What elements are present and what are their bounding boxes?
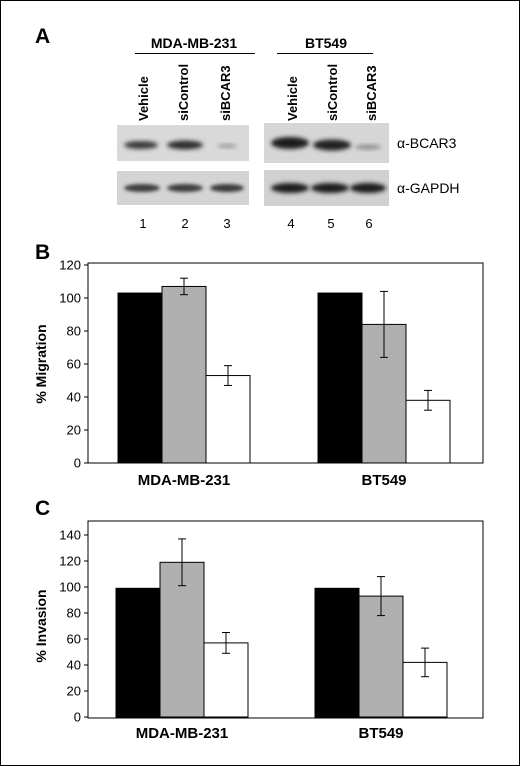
error-bar-0-1-1 bbox=[380, 290, 388, 358]
group-underline-mda bbox=[135, 53, 255, 54]
panel-c-letter: C bbox=[35, 497, 51, 520]
y-tick-label-1-1: 20 bbox=[67, 684, 81, 699]
y-tick-label-0-5: 100 bbox=[59, 291, 81, 306]
bar-1-1-1 bbox=[358, 595, 404, 718]
bar-1-0-2 bbox=[203, 642, 249, 718]
blot-label-gapdh: α-GAPDH bbox=[397, 180, 460, 196]
error-bar-1-0-2 bbox=[222, 632, 230, 654]
error-bar-1-1-1 bbox=[377, 576, 385, 617]
y-tick-label-0-2: 40 bbox=[67, 390, 81, 405]
blot-bcar3-mda bbox=[117, 125, 249, 161]
category-label-0-0: MDA-MB-231 bbox=[138, 472, 231, 489]
lane-number-4: 4 bbox=[287, 216, 295, 231]
y-tick-label-1-6: 120 bbox=[59, 554, 81, 569]
y-tick-label-0-4: 80 bbox=[67, 324, 81, 339]
bar-1-0-0 bbox=[115, 587, 161, 718]
y-tick-label-0-0: 0 bbox=[74, 456, 81, 471]
y-tick-label-1-0: 0 bbox=[74, 710, 81, 725]
group-underline-bt549 bbox=[277, 53, 373, 54]
y-tick-label-1-3: 60 bbox=[67, 632, 81, 647]
y-axis-label-0: % Migration bbox=[33, 324, 49, 403]
error-bar-0-0-1 bbox=[180, 277, 188, 296]
bar-0-0-0 bbox=[117, 292, 163, 464]
panel-b-letter: B bbox=[35, 241, 51, 264]
bar-0-1-0 bbox=[317, 292, 363, 464]
lane-number-6: 6 bbox=[365, 216, 373, 231]
error-bar-1-0-1 bbox=[178, 538, 186, 587]
group-header-mda: MDA-MB-231 bbox=[150, 35, 238, 51]
lane-number-1: 1 bbox=[139, 216, 147, 231]
blot-gapdh-bt549 bbox=[264, 170, 389, 206]
y-tick-label-1-2: 40 bbox=[67, 658, 81, 673]
y-tick-label-1-5: 100 bbox=[59, 580, 81, 595]
y-tick-label-0-6: 120 bbox=[59, 258, 81, 273]
category-label-1-1: BT549 bbox=[358, 725, 403, 742]
category-label-0-1: BT549 bbox=[361, 472, 406, 489]
error-bar-0-0-2 bbox=[224, 365, 232, 386]
bar-0-0-2 bbox=[205, 375, 251, 464]
lane-number-3: 3 bbox=[223, 216, 231, 231]
y-tick-label-0-1: 20 bbox=[67, 423, 81, 438]
bar-1-1-0 bbox=[314, 587, 360, 718]
y-axis-label-1: % Invasion bbox=[33, 589, 49, 662]
error-bar-1-1-2 bbox=[421, 647, 429, 678]
error-bar-0-1-2 bbox=[424, 389, 432, 411]
category-label-1-0: MDA-MB-231 bbox=[136, 725, 229, 742]
blot-bcar3-bt549 bbox=[264, 123, 389, 163]
panel-a-letter: A bbox=[35, 25, 51, 48]
y-tick-label-1-4: 80 bbox=[67, 606, 81, 621]
y-tick-label-1-7: 140 bbox=[59, 528, 81, 543]
bar-0-0-1 bbox=[161, 285, 207, 464]
y-tick-label-0-3: 60 bbox=[67, 357, 81, 372]
blot-label-bcar3: α-BCAR3 bbox=[397, 135, 457, 151]
group-header-bt549: BT549 bbox=[304, 35, 348, 51]
lane-number-5: 5 bbox=[327, 216, 335, 231]
lane-number-2: 2 bbox=[181, 216, 189, 231]
blot-gapdh-mda bbox=[117, 171, 249, 205]
